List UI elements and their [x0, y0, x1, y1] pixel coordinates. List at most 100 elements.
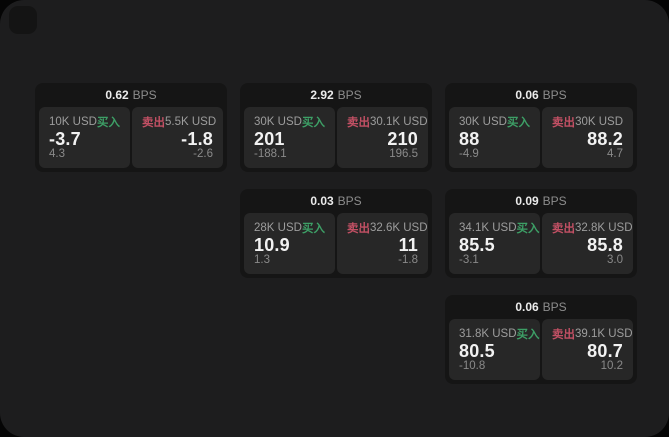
sell-panel-header: 卖出 5.5K USD [142, 114, 217, 130]
sell-side-label: 卖出 [552, 329, 575, 341]
buy-price: 201 [254, 129, 285, 150]
sell-price: 11 [398, 235, 418, 256]
card-header: 0.09 BPS [445, 189, 637, 213]
buy-price: 85.5 [459, 235, 495, 256]
buy-side-label: 买入 [516, 223, 540, 235]
buy-side-label: 买入 [97, 117, 120, 129]
quote-card[interactable]: 0.09 BPS 34.1K USD 买入 85.5 -3.1 卖出 32.8K… [445, 189, 637, 278]
buy-sell-panels: 30K USD 买入 88 -4.9 卖出 30K USD 88.2 4.7 [445, 107, 637, 172]
bps-unit-label: BPS [542, 300, 567, 314]
sell-amount: 39.1K USD [575, 328, 633, 340]
sell-price: 88.2 [587, 129, 623, 150]
sell-side-label: 卖出 [347, 117, 370, 129]
sell-amount: 30.1K USD [370, 116, 428, 128]
sell-sub-value: 3.0 [607, 253, 623, 266]
sell-sub-value: -2.6 [193, 147, 213, 160]
buy-sell-panels: 28K USD 买入 10.9 1.3 卖出 32.6K USD 11 -1.8 [240, 213, 432, 278]
sell-panel[interactable]: 卖出 30.1K USD 210 196.5 [337, 107, 428, 168]
quote-card[interactable]: 2.92 BPS 30K USD 买入 201 -188.1 卖出 30.1K … [240, 83, 432, 172]
buy-amount: 34.1K USD [459, 222, 517, 234]
bps-value: 0.09 [515, 194, 539, 208]
buy-sell-panels: 10K USD 买入 -3.7 4.3 卖出 5.5K USD -1.8 -2.… [35, 107, 227, 172]
sell-panel-header: 卖出 30.1K USD [347, 114, 428, 130]
sell-price: -1.8 [181, 129, 213, 150]
buy-amount: 28K USD [254, 222, 302, 234]
bps-value: 0.06 [515, 88, 539, 102]
sell-sub-value: -1.8 [398, 253, 418, 266]
buy-sell-panels: 30K USD 买入 201 -188.1 卖出 30.1K USD 210 1… [240, 107, 432, 172]
sell-price: 210 [387, 129, 418, 150]
sell-amount: 5.5K USD [165, 116, 217, 128]
buy-sub-value: -4.9 [459, 147, 479, 160]
bps-unit-label: BPS [337, 88, 362, 102]
buy-side-label: 买入 [507, 117, 530, 129]
buy-sub-value: -10.8 [459, 359, 486, 372]
sell-amount: 32.6K USD [370, 222, 428, 234]
buy-side-label: 买入 [302, 117, 325, 129]
sell-panel-header: 卖出 30K USD [552, 114, 623, 130]
sell-panel[interactable]: 卖出 39.1K USD 80.7 10.2 [542, 319, 633, 380]
buy-panel-header: 30K USD 买入 [459, 114, 530, 130]
sell-panel-header: 卖出 32.8K USD [552, 220, 633, 236]
sell-side-label: 卖出 [142, 117, 165, 129]
buy-amount: 31.8K USD [459, 328, 517, 340]
buy-panel[interactable]: 30K USD 买入 201 -188.1 [244, 107, 335, 168]
buy-sub-value: -3.1 [459, 253, 479, 266]
bps-value: 0.03 [310, 194, 334, 208]
bps-unit-label: BPS [542, 88, 567, 102]
corner-app-button[interactable] [9, 6, 37, 34]
buy-side-label: 买入 [302, 223, 325, 235]
buy-panel[interactable]: 10K USD 买入 -3.7 4.3 [39, 107, 130, 168]
sell-side-label: 卖出 [552, 223, 575, 235]
card-header: 0.03 BPS [240, 189, 432, 213]
bps-value: 0.06 [515, 300, 539, 314]
card-header: 0.06 BPS [445, 295, 637, 319]
sell-sub-value: 196.5 [389, 147, 418, 160]
buy-price: 10.9 [254, 235, 290, 256]
bps-unit-label: BPS [337, 194, 362, 208]
buy-sell-panels: 31.8K USD 买入 80.5 -10.8 卖出 39.1K USD 80.… [445, 319, 637, 384]
sell-panel-header: 卖出 32.6K USD [347, 220, 428, 236]
buy-panel-header: 28K USD 买入 [254, 220, 325, 236]
buy-panel[interactable]: 28K USD 买入 10.9 1.3 [244, 213, 335, 274]
sell-panel[interactable]: 卖出 30K USD 88.2 4.7 [542, 107, 633, 168]
sell-amount: 32.8K USD [575, 222, 633, 234]
sell-side-label: 卖出 [552, 117, 575, 129]
buy-price: 88 [459, 129, 480, 150]
buy-price: 80.5 [459, 341, 495, 362]
quote-card[interactable]: 0.06 BPS 30K USD 买入 88 -4.9 卖出 30K USD 8… [445, 83, 637, 172]
bps-unit-label: BPS [542, 194, 567, 208]
buy-panel-header: 10K USD 买入 [49, 114, 120, 130]
buy-amount: 30K USD [254, 116, 302, 128]
sell-panel[interactable]: 卖出 5.5K USD -1.8 -2.6 [132, 107, 223, 168]
bps-value: 0.62 [105, 88, 129, 102]
buy-side-label: 买入 [516, 329, 540, 341]
buy-panel[interactable]: 30K USD 买入 88 -4.9 [449, 107, 540, 168]
sell-price: 80.7 [587, 341, 623, 362]
sell-panel[interactable]: 卖出 32.6K USD 11 -1.8 [337, 213, 428, 274]
sell-side-label: 卖出 [347, 223, 370, 235]
buy-amount: 10K USD [49, 116, 97, 128]
quote-card[interactable]: 0.03 BPS 28K USD 买入 10.9 1.3 卖出 32.6K US… [240, 189, 432, 278]
quote-card[interactable]: 0.62 BPS 10K USD 买入 -3.7 4.3 卖出 5.5K USD… [35, 83, 227, 172]
card-header: 0.06 BPS [445, 83, 637, 107]
quotes-grid: 0.62 BPS 10K USD 买入 -3.7 4.3 卖出 5.5K USD… [35, 83, 637, 384]
bps-value: 2.92 [310, 88, 334, 102]
buy-price: -3.7 [49, 129, 81, 150]
buy-amount: 30K USD [459, 116, 507, 128]
sell-sub-value: 10.2 [600, 359, 623, 372]
buy-panel-header: 31.8K USD 买入 [459, 326, 540, 342]
buy-panel[interactable]: 31.8K USD 买入 80.5 -10.8 [449, 319, 540, 380]
quote-card[interactable]: 0.06 BPS 31.8K USD 买入 80.5 -10.8 卖出 39.1… [445, 295, 637, 384]
sell-panel-header: 卖出 39.1K USD [552, 326, 633, 342]
sell-price: 85.8 [587, 235, 623, 256]
card-header: 0.62 BPS [35, 83, 227, 107]
sell-amount: 30K USD [575, 116, 623, 128]
bps-unit-label: BPS [132, 88, 157, 102]
buy-sub-value: -188.1 [254, 147, 287, 160]
buy-panel[interactable]: 34.1K USD 买入 85.5 -3.1 [449, 213, 540, 274]
sell-panel[interactable]: 卖出 32.8K USD 85.8 3.0 [542, 213, 633, 274]
sell-sub-value: 4.7 [607, 147, 623, 160]
buy-panel-header: 34.1K USD 买入 [459, 220, 540, 236]
